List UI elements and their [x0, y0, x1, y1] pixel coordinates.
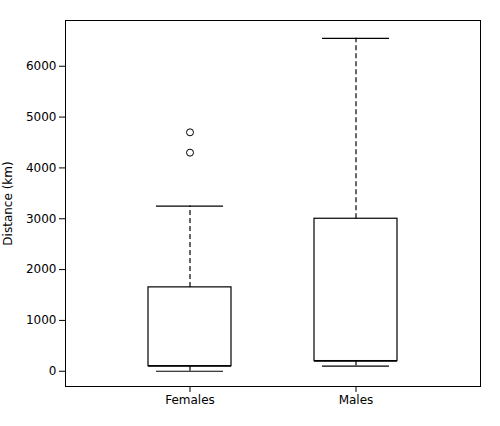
- svg-text:3000: 3000: [26, 212, 57, 226]
- svg-text:Distance (km): Distance (km): [1, 161, 15, 245]
- svg-text:Females: Females: [165, 393, 215, 407]
- svg-text:0: 0: [49, 364, 57, 378]
- svg-text:2000: 2000: [26, 262, 57, 276]
- svg-text:4000: 4000: [26, 161, 57, 175]
- svg-text:Males: Males: [339, 393, 374, 407]
- svg-text:6000: 6000: [26, 59, 57, 73]
- svg-text:5000: 5000: [26, 110, 57, 124]
- svg-text:1000: 1000: [26, 313, 57, 327]
